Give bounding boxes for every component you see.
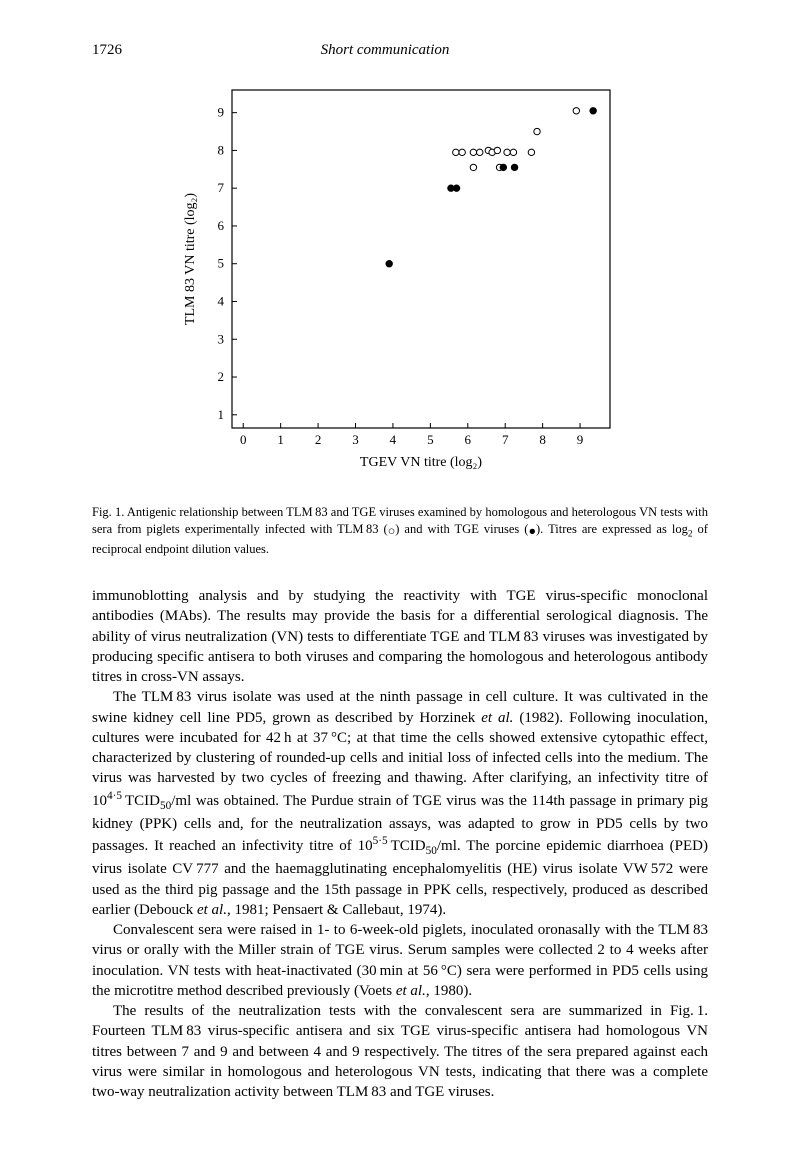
svg-text:7: 7: [502, 432, 509, 447]
svg-text:6: 6: [218, 218, 225, 233]
svg-text:8: 8: [218, 143, 225, 158]
running-header: 1726 Short communication: [92, 40, 708, 60]
filled-circle-icon: ●: [528, 523, 536, 540]
svg-text:5: 5: [427, 432, 434, 447]
svg-text:4: 4: [390, 432, 397, 447]
svg-text:5: 5: [218, 256, 225, 271]
scatter-plot: 0123456789123456789TGEV VN titre (log₂)T…: [160, 72, 640, 492]
body-text: immunoblotting analysis and by studying …: [92, 586, 708, 1102]
svg-text:0: 0: [240, 432, 247, 447]
figure-1-caption: Fig. 1. Antigenic relationship between T…: [92, 504, 708, 558]
svg-text:6: 6: [465, 432, 472, 447]
svg-text:3: 3: [352, 432, 359, 447]
svg-text:7: 7: [218, 180, 225, 195]
svg-text:3: 3: [218, 332, 225, 347]
svg-text:TGEV VN titre (log₂): TGEV VN titre (log₂): [360, 455, 483, 470]
svg-text:1: 1: [218, 407, 225, 422]
svg-text:1: 1: [277, 432, 284, 447]
svg-text:TLM 83 VN titre (log₂): TLM 83 VN titre (log₂): [183, 193, 198, 325]
svg-text:2: 2: [218, 369, 225, 384]
svg-text:9: 9: [577, 432, 584, 447]
paragraph-1: immunoblotting analysis and by studying …: [92, 586, 708, 687]
svg-text:2: 2: [315, 432, 322, 447]
caption-text-b: ) and with TGE viruses (: [395, 522, 528, 536]
paragraph-3: Convalescent sera were raised in 1- to 6…: [92, 920, 708, 1001]
svg-text:8: 8: [539, 432, 546, 447]
caption-lead: Fig. 1.: [92, 505, 124, 519]
page: 1726 Short communication 012345678912345…: [0, 0, 800, 1162]
svg-text:4: 4: [218, 294, 225, 309]
paragraph-4: The results of the neutralization tests …: [92, 1001, 708, 1102]
caption-text-c: ). Titres are expressed as log: [536, 522, 688, 536]
svg-text:9: 9: [218, 105, 225, 120]
running-title: Short communication: [62, 40, 708, 60]
figure-1: 0123456789123456789TGEV VN titre (log₂)T…: [92, 72, 708, 492]
paragraph-2: The TLM 83 virus isolate was used at the…: [92, 687, 708, 920]
